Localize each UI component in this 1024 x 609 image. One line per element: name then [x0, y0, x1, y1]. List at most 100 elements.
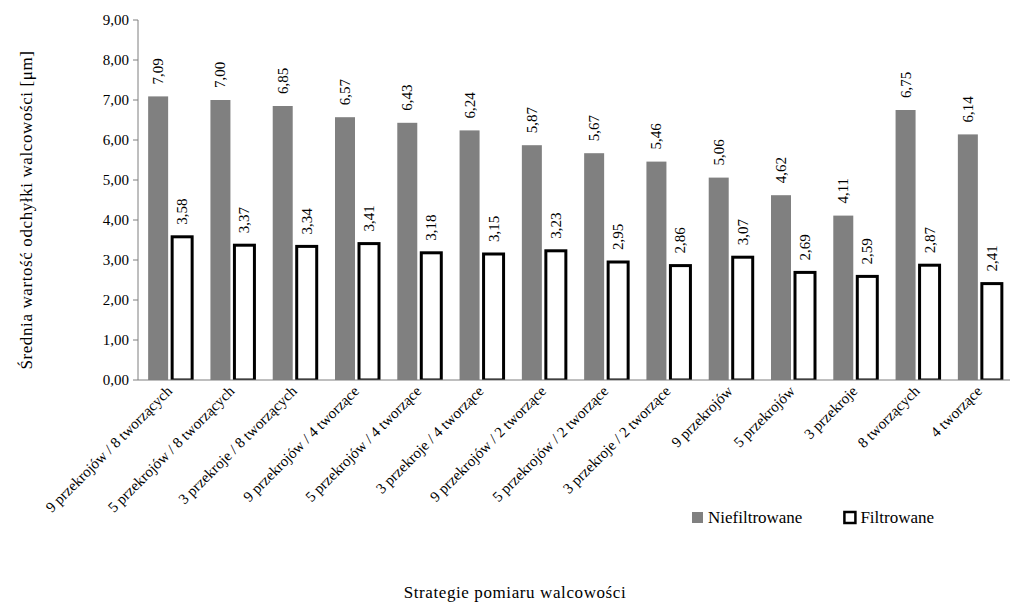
data-label: 6,43 — [399, 85, 415, 111]
tick-mark — [133, 340, 138, 341]
category-label: 9 przekrojów — [668, 383, 736, 451]
category-label: 9 przekrojów / 2 tworzące — [427, 383, 549, 505]
category-label: 3 przekroje / 2 tworzące — [560, 383, 674, 497]
category-label: 8 tworzących — [855, 382, 924, 451]
data-label: 3,07 — [735, 218, 751, 245]
data-label: 2,69 — [797, 234, 813, 260]
bar — [608, 262, 628, 380]
bar — [733, 257, 753, 380]
bar — [397, 123, 417, 380]
data-label: 6,14 — [960, 96, 976, 123]
bar — [172, 237, 192, 380]
category-label: 9 przekrojów / 4 tworzące — [240, 383, 362, 505]
data-label: 7,00 — [212, 62, 228, 88]
bar — [584, 153, 604, 380]
tick-label: 5,00 — [103, 172, 129, 188]
data-label: 6,57 — [337, 78, 353, 105]
bar — [460, 130, 480, 380]
x-axis-title: Strategie pomiaru walcowości — [404, 583, 627, 602]
bar — [982, 284, 1002, 380]
bar — [771, 195, 791, 380]
bar — [210, 100, 230, 380]
category-label: 3 przekroje / 8 tworzących — [175, 382, 300, 507]
bar — [670, 266, 690, 380]
bar — [148, 96, 168, 380]
tick-label: 1,00 — [103, 332, 129, 348]
data-label: 2,95 — [610, 224, 626, 250]
data-label: 3,18 — [423, 215, 439, 241]
category-label: 5 przekrojów — [731, 383, 799, 451]
tick-label: 8,00 — [103, 52, 129, 68]
data-label: 2,87 — [922, 226, 938, 253]
bar — [359, 244, 379, 380]
bar — [273, 106, 293, 380]
tick-mark — [133, 180, 138, 181]
bar — [833, 216, 853, 380]
category-label: 9 przekrojów / 8 tworzących — [43, 382, 176, 515]
legend-label: Filtrowane — [860, 508, 934, 527]
bar — [546, 251, 566, 380]
data-label: 5,06 — [711, 139, 727, 166]
bar — [297, 246, 317, 380]
legend-swatch — [844, 512, 855, 523]
bar — [484, 254, 504, 380]
data-label: 7,09 — [150, 58, 166, 84]
category-label: 5 przekrojów / 8 tworzących — [105, 382, 238, 515]
bar — [920, 265, 940, 380]
bar — [958, 134, 978, 380]
tick-label: 7,00 — [103, 92, 129, 108]
data-label: 4,62 — [773, 157, 789, 183]
legend: Niefiltrowane Filtrowane — [692, 508, 934, 527]
data-labels: 7,09 7,00 6,85 6,57 6,43 6,24 5,87 5,67 5,46 5,06… — [150, 58, 1000, 271]
data-label: 4,11 — [835, 178, 851, 204]
bar — [646, 162, 666, 380]
bar — [896, 110, 916, 380]
bar — [421, 253, 441, 380]
chart: 0,00 1,00 2,00 3,00 4,00 5,00 6,00 7,00 8,00 9,00… — [0, 0, 1024, 609]
tick-mark — [133, 140, 138, 141]
data-label: 3,34 — [299, 208, 315, 235]
data-label: 6,75 — [898, 72, 914, 98]
tick-label: 6,00 — [103, 132, 129, 148]
tick-label: 3,00 — [103, 252, 129, 268]
data-label: 6,24 — [462, 92, 478, 119]
data-label: 2,41 — [984, 245, 1000, 271]
tick-mark — [133, 20, 138, 21]
legend-swatch — [692, 512, 703, 523]
tick-mark — [133, 260, 138, 261]
data-label: 6,85 — [275, 68, 291, 94]
y-axis-title: Średnia wartość odchyłki walcowości [μm] — [17, 50, 36, 369]
data-label: 2,59 — [859, 238, 875, 264]
data-label: 3,37 — [236, 206, 252, 233]
y-axis — [138, 20, 139, 380]
data-label: 5,87 — [524, 106, 540, 133]
data-label: 2,86 — [672, 227, 688, 254]
tick-mark — [133, 300, 138, 301]
tick-mark — [133, 380, 138, 381]
data-label: 3,41 — [361, 205, 377, 231]
data-label: 5,67 — [586, 114, 602, 141]
category-label: 3 przekroje / 4 tworzące — [373, 383, 487, 497]
bars — [148, 96, 1002, 380]
bar — [795, 272, 815, 380]
category-label: 3 przekroje — [801, 383, 861, 443]
bar — [522, 145, 542, 380]
data-label: 3,58 — [174, 199, 190, 225]
legend-label: Niefiltrowane — [708, 508, 802, 527]
bar — [335, 117, 355, 380]
tick-label: 2,00 — [103, 292, 129, 308]
category-label: 5 przekrojów / 2 tworzące — [489, 383, 611, 505]
tick-label: 4,00 — [103, 212, 129, 228]
tick-mark — [133, 100, 138, 101]
data-label: 3,15 — [486, 216, 502, 242]
category-label: 5 przekrojów / 4 tworzące — [302, 383, 424, 505]
category-label: 4 tworzące — [927, 383, 985, 441]
data-label: 5,46 — [648, 123, 664, 150]
tick-label: 9,00 — [103, 12, 129, 28]
bar — [709, 178, 729, 380]
tick-mark — [133, 220, 138, 221]
tick-label: 0,00 — [103, 372, 129, 388]
bar — [857, 276, 877, 380]
data-label: 3,23 — [548, 213, 564, 239]
bar — [234, 245, 254, 380]
